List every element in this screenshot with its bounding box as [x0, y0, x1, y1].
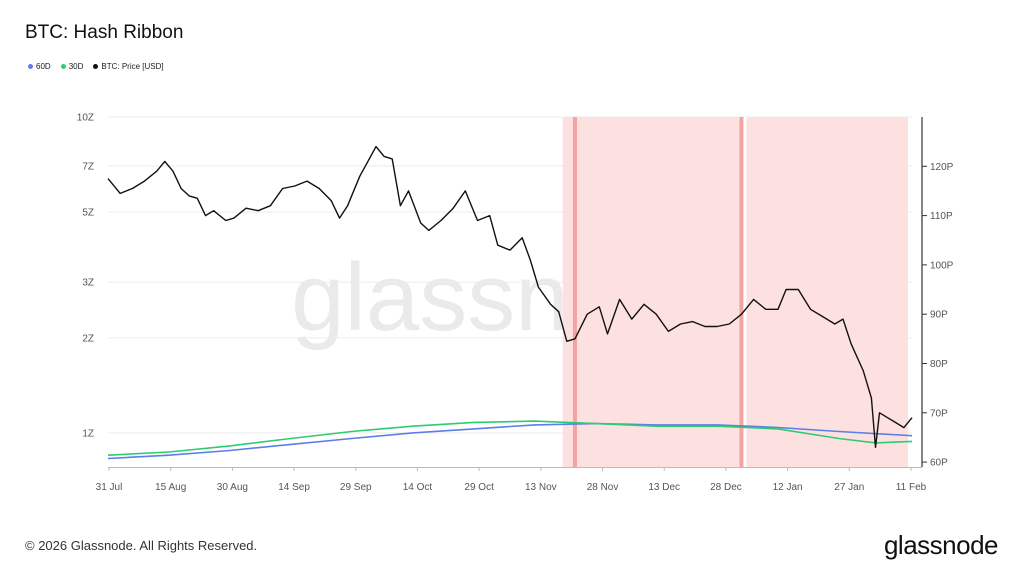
left-tick-label: 5Z: [82, 208, 94, 219]
legend-dot-30d: [60, 64, 66, 69]
x-tick-label: 12 Jan: [773, 482, 803, 493]
right-tick-label: 110P: [930, 211, 953, 222]
x-tick-label: 30 Aug: [217, 482, 248, 493]
capitulation-line-0: [572, 117, 577, 467]
legend-item-price[interactable]: BTC: Price [USD]: [93, 62, 164, 71]
legend: 60D 30D BTC: Price [USD]: [28, 62, 164, 71]
legend-dot-60d: [28, 64, 33, 69]
region-gap: [743, 117, 747, 467]
series-line-30d: [107, 420, 913, 456]
x-tick-label: 27 Jan: [834, 482, 864, 493]
x-tick-label: 11 Feb: [896, 482, 927, 493]
legend-label-30d: 30D: [68, 62, 84, 71]
right-tick-label: 100P: [930, 260, 954, 271]
copyright-footer: © 2026 Glassnode. All Rights Reserved.: [25, 538, 258, 553]
series-line-btc-price: [107, 145, 913, 448]
x-tick-label: 14 Oct: [403, 482, 433, 493]
series-line-60d: [107, 422, 913, 460]
left-tick-label: 3Z: [82, 278, 94, 289]
x-tick-label: 29 Oct: [464, 482, 494, 493]
x-tick-label: 15 Aug: [155, 482, 186, 493]
right-tick-label: 60P: [930, 458, 948, 469]
legend-label-60d: 60D: [36, 62, 51, 71]
right-tick-label: 80P: [930, 359, 948, 370]
x-tick-label: 14 Sep: [278, 482, 310, 493]
left-tick-label: 2Z: [82, 333, 94, 344]
legend-dot-price: [93, 64, 99, 69]
legend-item-30d[interactable]: 30D: [60, 62, 84, 71]
x-tick-label: 28 Dec: [710, 482, 742, 493]
right-tick-label: 90P: [930, 310, 948, 321]
chart-title: BTC: Hash Ribbon: [25, 22, 184, 43]
glassnode-logo: glassnode: [883, 530, 999, 560]
x-tick-label: 29 Sep: [340, 482, 372, 493]
x-tick-label: 13 Dec: [648, 482, 680, 493]
left-tick-label: 10Z: [77, 113, 94, 124]
x-tick-label: 13 Nov: [525, 482, 557, 493]
left-tick-label: 1Z: [82, 428, 94, 439]
shaded-region-0: [562, 117, 908, 467]
capitulation-line-1: [739, 117, 744, 467]
x-tick-label: 31 Jul: [96, 482, 123, 493]
right-tick-label: 120P: [930, 162, 954, 173]
right-tick-label: 70P: [930, 408, 948, 419]
x-tick-label: 28 Nov: [587, 482, 619, 493]
left-tick-label: 7Z: [82, 161, 94, 172]
legend-item-60d[interactable]: 60D: [28, 62, 51, 71]
legend-label-price: BTC: Price [USD]: [101, 62, 164, 71]
